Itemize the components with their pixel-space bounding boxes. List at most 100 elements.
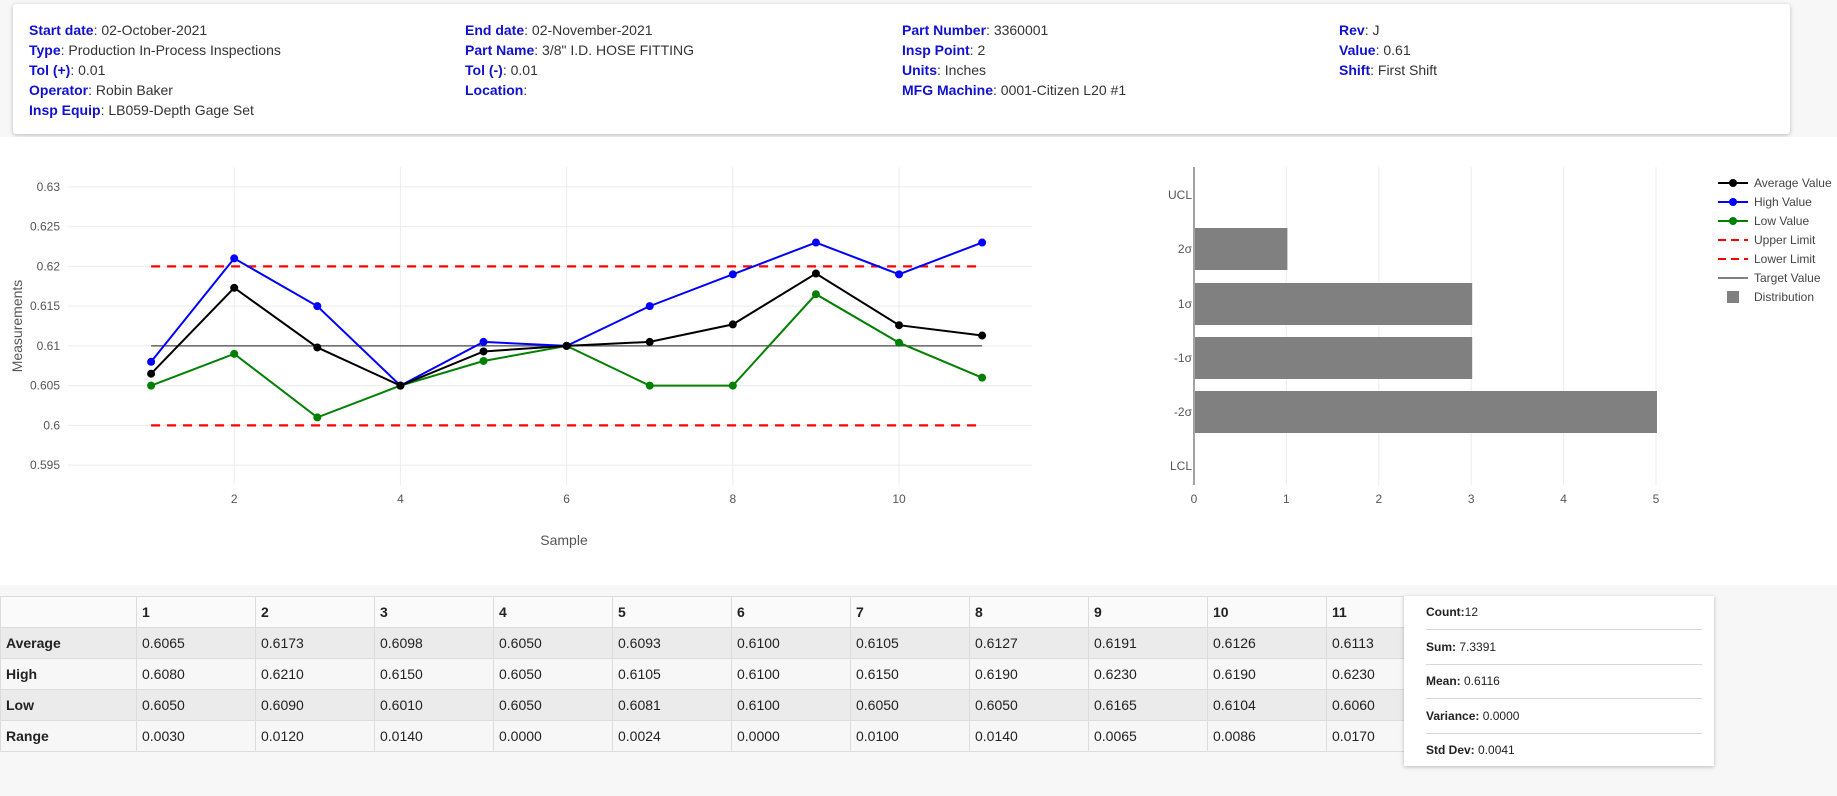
- header-field: Rev: J: [1339, 20, 1437, 40]
- header-field-label: MFG Machine: [902, 82, 994, 98]
- data-point[interactable]: [230, 254, 239, 263]
- distribution-bar[interactable]: [1195, 391, 1657, 433]
- data-point[interactable]: [479, 356, 488, 365]
- y-tick-label: UCL: [1168, 188, 1192, 202]
- data-point[interactable]: [978, 331, 987, 340]
- data-point[interactable]: [728, 270, 737, 279]
- data-point[interactable]: [895, 338, 904, 347]
- y-tick-label: 0.62: [37, 259, 61, 273]
- header-field-label: Shift: [1339, 62, 1371, 78]
- stat-value: 0.6116: [1460, 674, 1500, 688]
- distribution-bar[interactable]: [1195, 337, 1473, 379]
- y-tick-label: 2σ: [1178, 242, 1193, 256]
- distribution-bar[interactable]: [1195, 283, 1473, 325]
- data-point[interactable]: [728, 381, 737, 390]
- stat-row: Std Dev: 0.0041: [1426, 734, 1702, 767]
- legend-item[interactable]: Lower Limit: [1718, 252, 1816, 266]
- x-tick-label: 1: [1283, 492, 1290, 506]
- header-field-label: Location: [465, 82, 524, 98]
- legend-label: Lower Limit: [1754, 252, 1816, 266]
- data-point[interactable]: [895, 270, 904, 279]
- header-field-separator: :: [60, 42, 69, 58]
- table-cell: 0.0140: [374, 720, 494, 752]
- header-field: Shift: First Shift: [1339, 60, 1437, 80]
- y-tick-label: 0.625: [30, 220, 60, 234]
- data-point[interactable]: [978, 373, 987, 382]
- legend-item[interactable]: Low Value: [1718, 214, 1809, 228]
- header-field-label: Part Name: [465, 42, 535, 58]
- header-field: Start date: 02-October-2021: [29, 20, 281, 40]
- data-point[interactable]: [147, 357, 156, 366]
- table-cell: 0.6105: [850, 627, 970, 659]
- legend-item[interactable]: Distribution: [1727, 290, 1814, 304]
- table-cell: 0.6098: [374, 627, 494, 659]
- y-tick-label: -2σ: [1174, 405, 1193, 419]
- distribution-bar[interactable]: [1195, 228, 1288, 270]
- column-header: 4: [493, 596, 613, 628]
- header-field-value: Production In-Process Inspections: [68, 42, 281, 58]
- data-point[interactable]: [645, 337, 654, 346]
- header-field: MFG Machine: 0001-Citizen L20 #1: [902, 80, 1126, 100]
- y-tick-label: 0.605: [30, 379, 60, 393]
- data-point[interactable]: [147, 381, 156, 390]
- header-field-label: Operator: [29, 82, 89, 98]
- legend-item[interactable]: High Value: [1718, 195, 1812, 209]
- data-point[interactable]: [313, 413, 322, 422]
- header-field: Units: Inches: [902, 60, 1126, 80]
- data-point[interactable]: [396, 381, 405, 390]
- table-row: High 0.6080 0.6210 0.6150 0.6050 0.6105 0.6100…: [0, 658, 1448, 690]
- legend-label: Low Value: [1754, 214, 1809, 228]
- data-point[interactable]: [479, 347, 488, 356]
- x-tick-label: 0: [1191, 492, 1198, 506]
- measurements-table: 1 2 3 4 5 6 7 8 9 10 11 Average 0.6065 0.6173 0.6098 0…: [0, 596, 1448, 752]
- data-point[interactable]: [645, 381, 654, 390]
- data-point[interactable]: [811, 290, 820, 299]
- legend-marker-swatch: [1729, 198, 1737, 206]
- table-cell: 0.6173: [255, 627, 375, 659]
- table-header-row: 1 2 3 4 5 6 7 8 9 10 11: [0, 596, 1448, 628]
- data-point[interactable]: [230, 349, 239, 358]
- data-point[interactable]: [728, 320, 737, 329]
- data-point[interactable]: [479, 337, 488, 346]
- x-tick-label: 2: [1375, 492, 1382, 506]
- table-cell: 0.0100: [850, 720, 970, 752]
- header-field-label: Insp Equip: [29, 102, 101, 118]
- x-tick-label: 10: [892, 492, 906, 506]
- data-point[interactable]: [978, 238, 987, 247]
- measurements-table-wrap: 1 2 3 4 5 6 7 8 9 10 11 Average 0.6065 0.6173 0.6098 0…: [0, 596, 1448, 752]
- data-point[interactable]: [230, 283, 239, 292]
- table-cell: 0.6050: [493, 689, 613, 721]
- data-point[interactable]: [313, 343, 322, 352]
- header-field-value: First Shift: [1377, 62, 1438, 78]
- legend-item[interactable]: Upper Limit: [1718, 233, 1816, 247]
- data-point[interactable]: [811, 269, 820, 278]
- data-point[interactable]: [811, 238, 820, 247]
- table-cell: 0.6065: [136, 627, 256, 659]
- data-point[interactable]: [645, 302, 654, 311]
- data-point[interactable]: [313, 302, 322, 311]
- header-field: Tol (-): 0.01: [465, 60, 694, 80]
- header-field-label: Insp Point: [902, 42, 970, 58]
- table-body: Average 0.6065 0.6173 0.6098 0.6050 0.6093 0.6…: [0, 627, 1448, 752]
- legend-label: High Value: [1754, 195, 1812, 209]
- column-header: 8: [969, 596, 1089, 628]
- header-field-separator: :: [93, 22, 102, 38]
- table-cell: 0.6050: [493, 658, 613, 690]
- legend-item[interactable]: Average Value: [1718, 176, 1832, 190]
- data-point[interactable]: [147, 369, 156, 378]
- table-row: Range 0.0030 0.0120 0.0140 0.0000 0.0024 0.000…: [0, 720, 1448, 752]
- data-point[interactable]: [562, 341, 571, 350]
- column-header: 2: [255, 596, 375, 628]
- data-point[interactable]: [895, 321, 904, 330]
- chart-legend[interactable]: Average Value High Value Low Value Upper Li…: [1718, 176, 1832, 304]
- table-cell: 0.0120: [255, 720, 375, 752]
- table-cell: 0.6093: [612, 627, 732, 659]
- table-cell: 0.6126: [1207, 627, 1327, 659]
- header-field-separator: :: [523, 82, 528, 98]
- legend-label: Upper Limit: [1754, 233, 1816, 247]
- header-field: Value: 0.61: [1339, 40, 1437, 60]
- legend-item[interactable]: Target Value: [1718, 271, 1821, 285]
- table-cell: 0.6230: [1088, 658, 1208, 690]
- stat-label: Std Dev:: [1426, 743, 1475, 757]
- table-cell: 0.0024: [612, 720, 732, 752]
